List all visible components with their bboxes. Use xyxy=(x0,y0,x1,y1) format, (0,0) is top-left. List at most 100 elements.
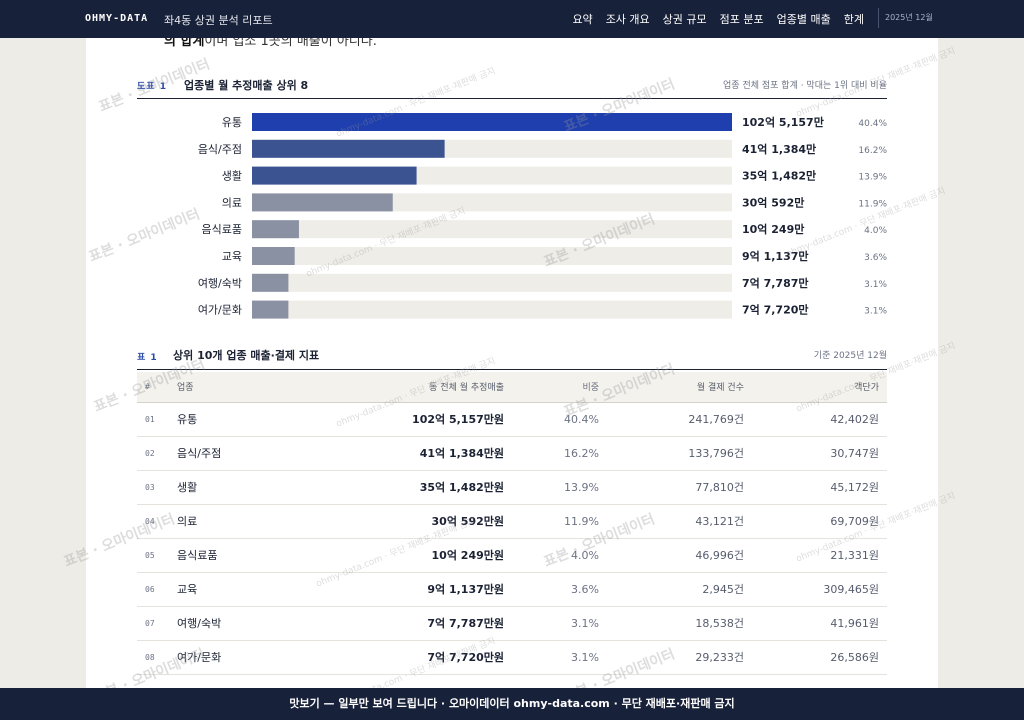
col-avg-spend: 객단가 xyxy=(744,372,887,403)
row-number: 06 xyxy=(137,572,177,607)
nav-sales-by-industry[interactable]: 업종별 매출 xyxy=(776,13,831,26)
row-number: 04 xyxy=(137,504,177,539)
col-monthly-sales: 동 전체 월 추정매출 xyxy=(277,372,504,403)
row-industry: 의료 xyxy=(177,504,277,539)
row-avg-spend: 45,172원 xyxy=(744,470,887,505)
brand-logo[interactable]: OHMY-DATA xyxy=(85,13,149,24)
paragraph-rest: 이며 업소 1곳의 매출이 아니다. xyxy=(204,38,377,49)
row-industry: 음식료품 xyxy=(177,538,277,573)
row-industry: 음식/주점 xyxy=(177,436,277,471)
row-industry: 교육 xyxy=(177,572,277,607)
row-payment-count: 2,945건 xyxy=(599,572,744,607)
row-avg-spend: 26,586원 xyxy=(744,640,887,675)
row-number: 02 xyxy=(137,436,177,471)
report-date: 2025년 12월 xyxy=(878,8,933,28)
report-page: 의 합계이며 업소 1곳의 매출이 아니다. 도표 1 업종별 월 추정매출 상… xyxy=(86,38,938,688)
row-share: 11.9% xyxy=(504,504,599,539)
bar-share-label: 4.0% xyxy=(864,226,887,236)
table-row: 07 여행/숙박 7억 7,787만원 3.1% 18,538건 41,961원 xyxy=(137,606,887,641)
table-row: 03 생활 35억 1,482만원 13.9% 77,810건 45,172원 xyxy=(137,470,887,505)
row-payment-count: 133,796건 xyxy=(599,436,744,471)
row-share: 13.9% xyxy=(504,470,599,505)
figure-tag: 도표 1 xyxy=(137,82,167,92)
bar xyxy=(252,139,445,158)
row-avg-spend: 69,709원 xyxy=(744,504,887,539)
bar-share-label: 3.1% xyxy=(864,307,887,317)
row-industry: 생활 xyxy=(177,470,277,505)
bar xyxy=(252,247,295,265)
row-payment-count: 18,538건 xyxy=(599,606,744,641)
bar-value-label: 35억 1,482만 xyxy=(742,169,816,183)
row-share: 16.2% xyxy=(504,436,599,471)
row-monthly-sales: 41억 1,384만원 xyxy=(277,436,504,471)
bar xyxy=(252,273,289,292)
bar-track xyxy=(252,247,732,265)
table-row: 04 의료 30억 592만원 11.9% 43,121건 69,709원 xyxy=(137,504,887,539)
nav-limitations[interactable]: 한계 xyxy=(843,13,864,26)
bar-share-label: 3.6% xyxy=(864,253,887,263)
bar-share-label: 13.9% xyxy=(858,173,887,183)
sales-bar-chart: 유통 102억 5,157만 40.4% 음식/주점 41억 1,384만 16.2% 생활… xyxy=(198,113,887,319)
bar-value-label: 9억 1,137만 xyxy=(742,249,809,263)
nav-market-size[interactable]: 상권 규모 xyxy=(662,13,707,26)
top-nav-bar: OHMY-DATA 좌4동 상권 분석 리포트 요약 조사 개요 상권 규모 점… xyxy=(0,0,1024,38)
cut-off-paragraph: 의 합계이며 업소 1곳의 매출이 아니다. xyxy=(164,38,377,49)
bar-share-label: 40.4% xyxy=(858,119,887,129)
row-monthly-sales: 9억 1,137만원 xyxy=(277,572,504,607)
bar xyxy=(252,113,732,131)
bar-category-label: 음식/주점 xyxy=(198,143,242,156)
row-share: 3.6% xyxy=(504,572,599,607)
industry-metrics-table: # 업종 동 전체 월 추정매출 비중 월 결제 건수 객단가 01 유통 102억… xyxy=(137,372,887,675)
row-avg-spend: 309,465원 xyxy=(744,572,887,607)
bar-value-label: 41억 1,384만 xyxy=(742,142,816,156)
row-avg-spend: 30,747원 xyxy=(744,436,887,471)
bar-category-label: 여행/숙박 xyxy=(198,277,242,290)
bar-track xyxy=(252,220,732,239)
bar-share-label: 11.9% xyxy=(858,199,887,209)
row-payment-count: 46,996건 xyxy=(599,538,744,573)
row-number: 07 xyxy=(137,606,177,641)
bar-value-label: 30억 592만 xyxy=(742,195,804,209)
bar-share-label: 3.1% xyxy=(864,280,887,290)
bar-value-label: 102억 5,157만 xyxy=(742,115,824,129)
row-monthly-sales: 7억 7,787만원 xyxy=(277,606,504,641)
bar-track xyxy=(252,273,732,292)
table-tag: 표 1 xyxy=(137,353,158,363)
row-monthly-sales: 102억 5,157만원 xyxy=(277,402,504,437)
table-row: 06 교육 9억 1,137만원 3.6% 2,945건 309,465원 xyxy=(137,572,887,607)
paragraph-bold: 의 합계 xyxy=(164,38,205,49)
bar xyxy=(252,193,393,212)
row-payment-count: 43,121건 xyxy=(599,504,744,539)
col-share: 비중 xyxy=(504,372,599,403)
table-note: 기준 2025년 12월 xyxy=(813,351,887,361)
table-header-row: # 업종 동 전체 월 추정매출 비중 월 결제 건수 객단가 xyxy=(137,372,887,403)
bar-category-label: 유통 xyxy=(222,116,242,129)
table-row: 08 여가/문화 7억 7,720만원 3.1% 29,233건 26,586원 xyxy=(137,640,887,675)
bar xyxy=(252,300,289,319)
row-payment-count: 77,810건 xyxy=(599,470,744,505)
row-share: 40.4% xyxy=(504,402,599,437)
figure-caption: 도표 1 업종별 월 추정매출 상위 8 업종 전체 점포 합계 · 막대는 1… xyxy=(137,77,887,99)
table-row: 05 음식료품 10억 249만원 4.0% 46,996건 21,331원 xyxy=(137,538,887,573)
bar-value-label: 10억 249만 xyxy=(742,222,804,236)
figure-note: 업종 전체 점포 합계 · 막대는 1위 대비 비율 xyxy=(723,81,887,91)
row-number: 01 xyxy=(137,402,177,437)
nav-summary[interactable]: 요약 xyxy=(572,13,593,26)
row-industry: 여행/숙박 xyxy=(177,606,277,641)
row-industry: 유통 xyxy=(177,402,277,437)
row-payment-count: 241,769건 xyxy=(599,402,744,437)
bar-track xyxy=(252,300,732,319)
table-title: 상위 10개 업종 매출·결제 지표 xyxy=(173,349,320,362)
report-title: 좌4동 상권 분석 리포트 xyxy=(164,14,273,27)
nav-store-distribution[interactable]: 점포 분포 xyxy=(719,13,764,26)
row-avg-spend: 21,331원 xyxy=(744,538,887,573)
row-payment-count: 29,233건 xyxy=(599,640,744,675)
bar-category-label: 음식료품 xyxy=(202,223,242,236)
row-number: 03 xyxy=(137,470,177,505)
row-share: 3.1% xyxy=(504,606,599,641)
nav-survey-overview[interactable]: 조사 개요 xyxy=(605,13,650,26)
row-industry: 여가/문화 xyxy=(177,640,277,675)
row-monthly-sales: 30억 592만원 xyxy=(277,504,504,539)
bar xyxy=(252,166,417,185)
row-number: 05 xyxy=(137,538,177,573)
